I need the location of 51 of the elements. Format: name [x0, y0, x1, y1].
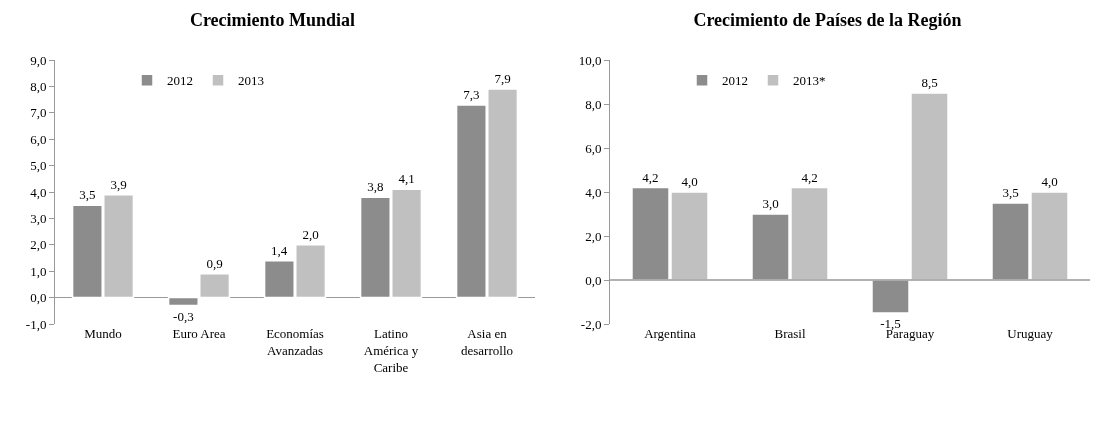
legend-label: 2012	[722, 73, 748, 89]
data-label: -0,3	[173, 308, 194, 324]
y-tick-label: 6,0	[585, 140, 602, 156]
legend-label: 2013	[238, 73, 264, 89]
x-tick-label: Uruguay	[1007, 326, 1054, 341]
x-tick-label: Euro Area	[172, 326, 226, 341]
x-tick-label: Latino América y Caribe	[363, 326, 419, 375]
x-tick-label: Economías Avanzadas	[266, 326, 324, 358]
y-tick-label: 10,0	[578, 52, 602, 68]
x-tick-label: Mundo	[84, 326, 122, 341]
y-tick-label: 2,0	[30, 237, 47, 253]
y-tick-label: 0,0	[585, 272, 602, 288]
data-label: 1,4	[271, 242, 288, 258]
bar	[910, 92, 949, 281]
chart-title: Crecimiento Mundial	[189, 9, 356, 30]
data-label: 7,3	[463, 86, 480, 102]
y-tick-label: 6,0	[30, 131, 47, 147]
data-label: 4,2	[801, 169, 818, 185]
bar	[871, 279, 910, 314]
y-tick-label: 8,0	[30, 78, 47, 94]
legend-label: 2013*	[793, 73, 826, 89]
y-tick-label: -1,0	[25, 316, 47, 332]
data-label: 2,0	[302, 226, 319, 242]
x-tick-label: Argentina	[644, 326, 697, 341]
data-label: 4,0	[681, 174, 698, 189]
data-label: 8,5	[921, 75, 938, 90]
data-label: 0,9	[206, 255, 223, 271]
y-tick-label: 4,0	[585, 184, 602, 200]
data-label: 3,0	[762, 196, 779, 211]
data-label: 3,9	[110, 176, 127, 192]
y-tick-label: 3,0	[30, 210, 47, 226]
chart-title: Crecimiento de Países de la Región	[693, 9, 962, 30]
y-tick-label: -2,0	[580, 316, 602, 332]
data-label: 3,5	[1002, 185, 1019, 200]
y-tick-label: 5,0	[30, 158, 47, 174]
data-label: 3,5	[79, 187, 96, 203]
data-label: 4,2	[642, 169, 659, 185]
y-tick-label: 0,0	[30, 290, 47, 306]
data-label: 3,8	[367, 179, 384, 195]
legend-label: 2012	[167, 73, 193, 89]
y-tick-label: 2,0	[585, 228, 602, 244]
y-tick-label: 7,0	[30, 105, 47, 121]
y-tick-label: 4,0	[30, 184, 47, 200]
data-label: 4,0	[1041, 174, 1058, 189]
y-tick-label: 1,0	[30, 263, 47, 279]
data-label: 7,9	[494, 71, 511, 87]
x-tick-label: Brasil	[774, 326, 806, 341]
y-tick-label: 8,0	[585, 96, 602, 112]
y-tick-label: 9,0	[30, 52, 47, 68]
data-label: 4,1	[398, 171, 415, 187]
x-tick-label: Asia en desarrollo	[461, 326, 513, 358]
